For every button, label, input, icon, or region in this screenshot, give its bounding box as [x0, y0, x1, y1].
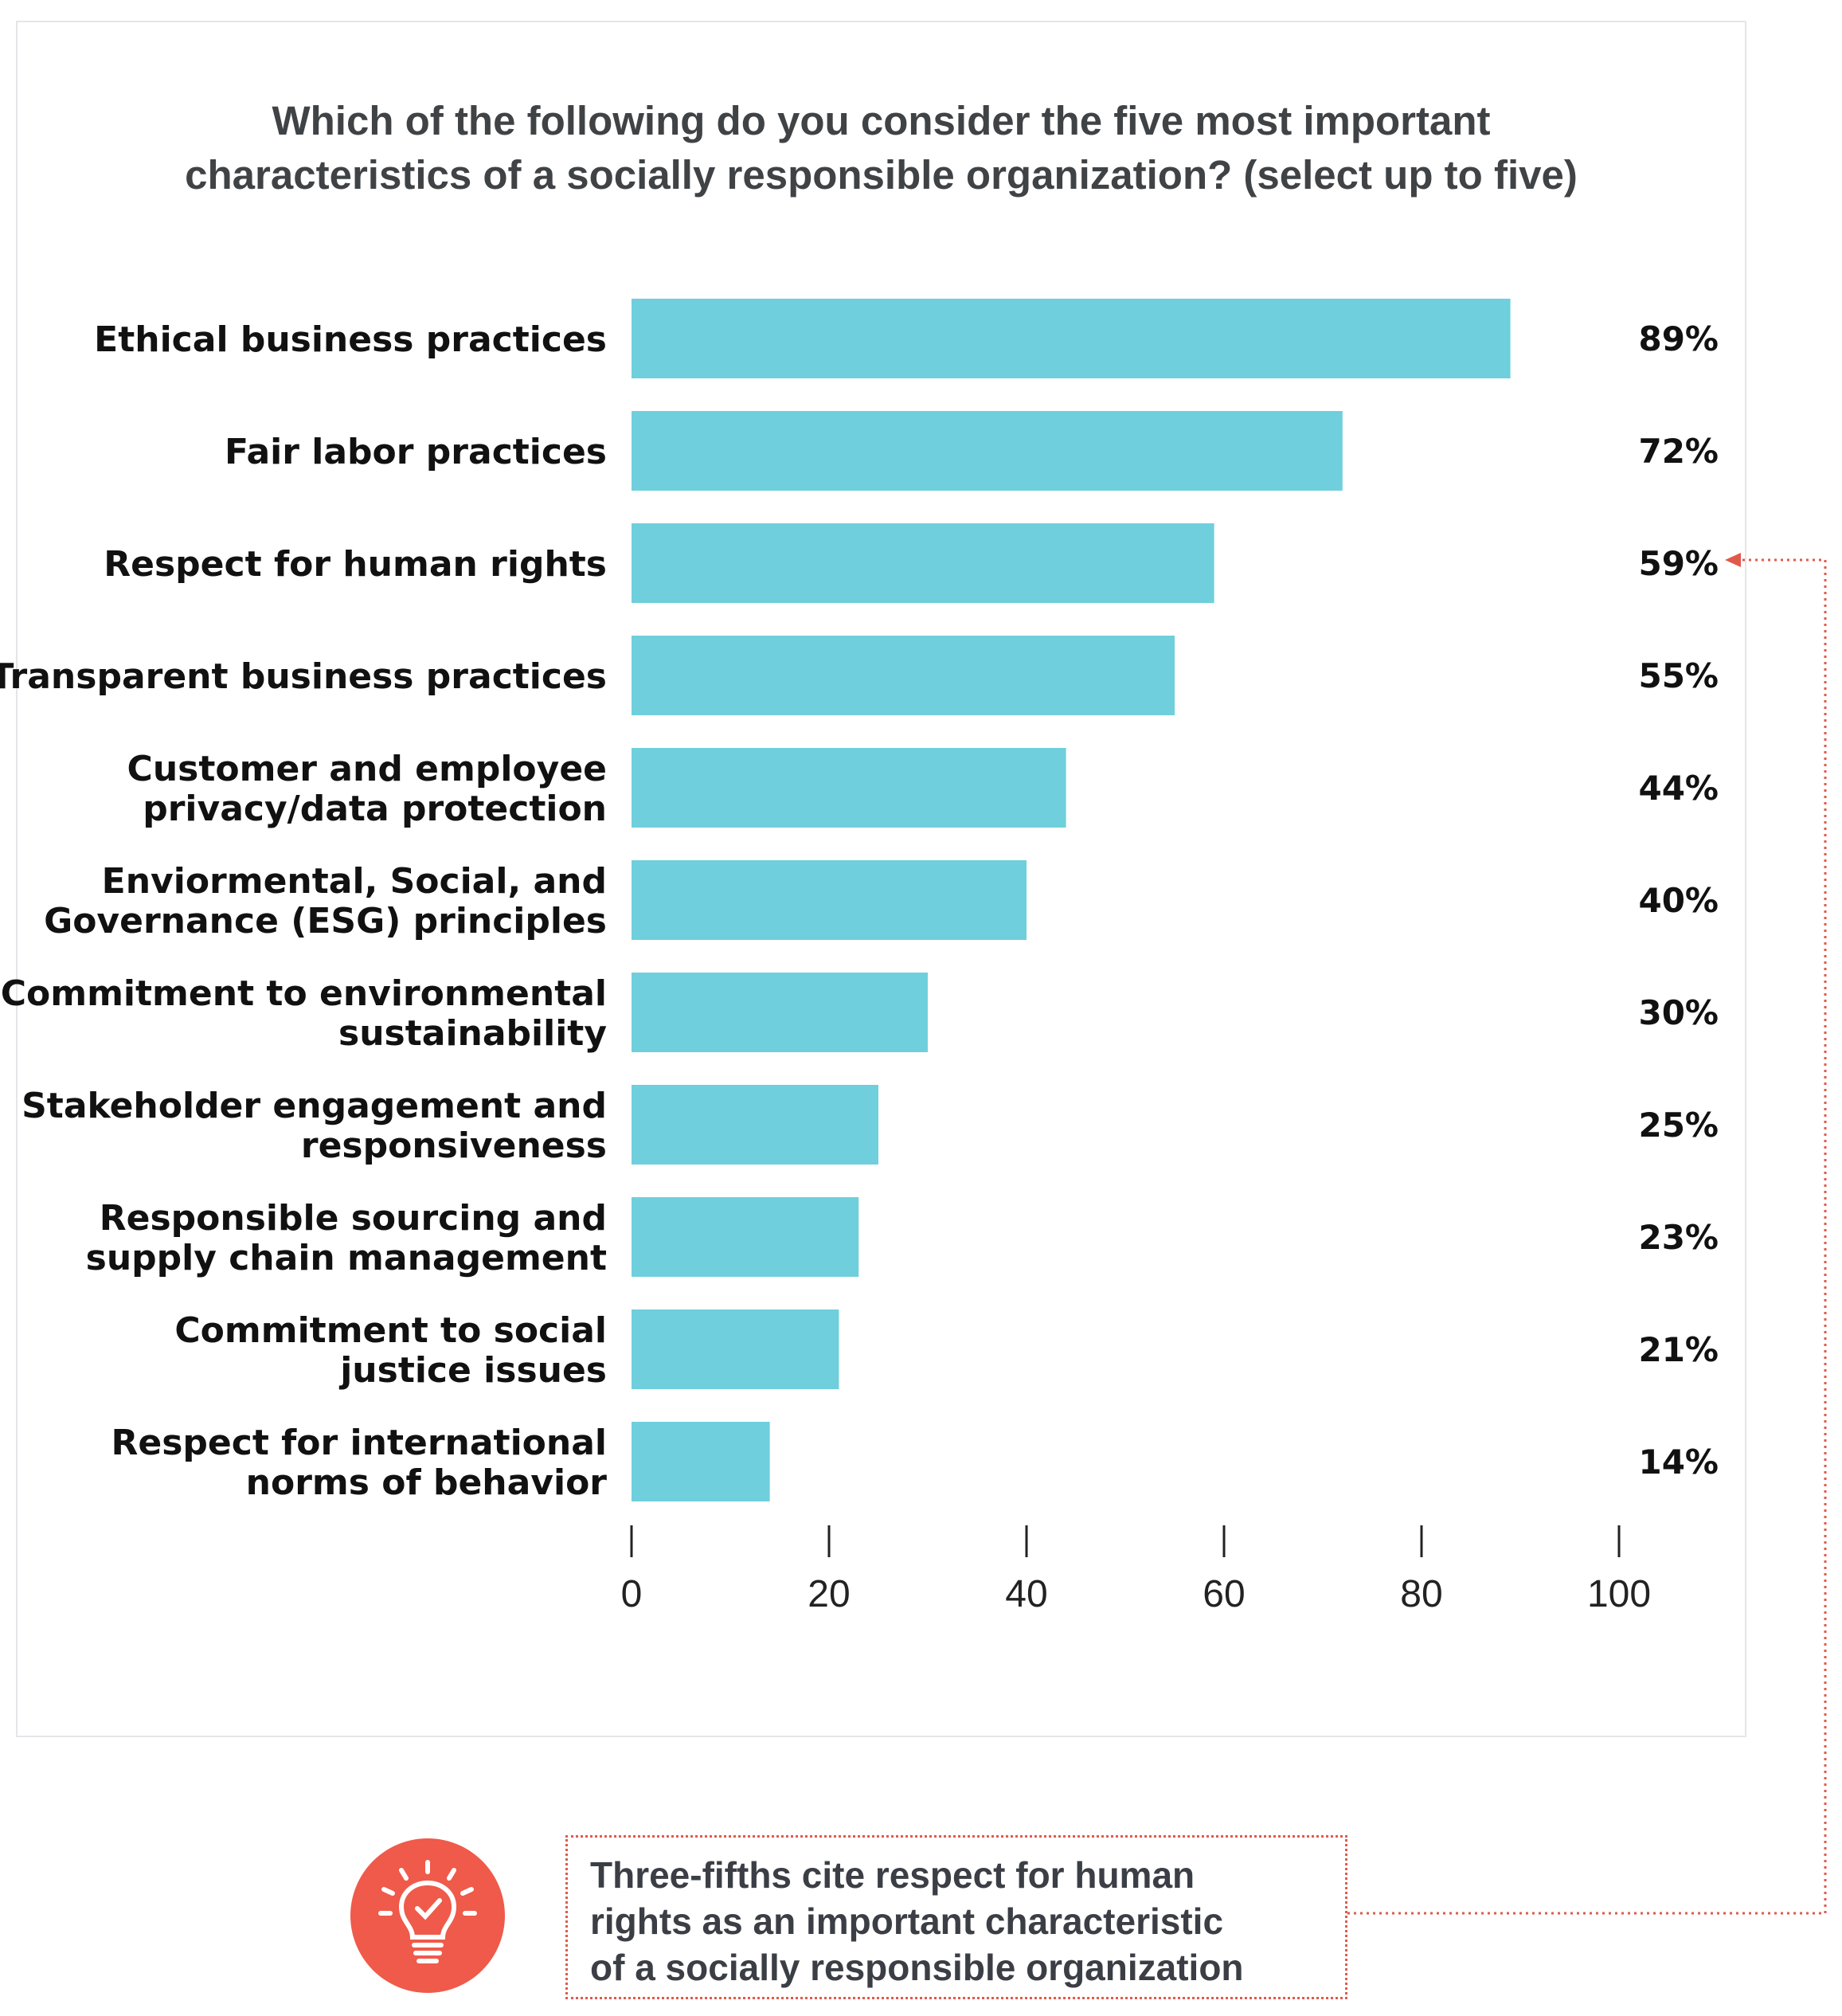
value-label-2: 59%: [1638, 544, 1719, 583]
bar-4: [632, 748, 1066, 828]
value-label-0: 89%: [1638, 319, 1719, 358]
category-label-10-line-0: Respect for international: [111, 1423, 607, 1463]
callout-line-1: Three-fifths cite respect for human: [590, 1854, 1195, 1896]
bar-3: [632, 636, 1175, 715]
chart-title-line-2: characteristics of a socially responsibl…: [185, 152, 1578, 198]
category-label-10-line-1: norms of behavior: [246, 1462, 608, 1503]
x-tick-label-2: 40: [1005, 1573, 1047, 1615]
category-label-7-line-0: Stakeholder engagement and: [22, 1086, 607, 1126]
value-label-6: 30%: [1638, 993, 1719, 1032]
lightbulb-check-icon: [349, 1837, 506, 1994]
category-label-9-line-1: justice issues: [338, 1350, 607, 1391]
value-label-4: 44%: [1638, 769, 1719, 808]
category-label-1: Fair labor practices: [225, 432, 607, 472]
chart-title-line-1: Which of the following do you consider t…: [272, 98, 1491, 143]
callout-box: Three-fifths cite respect for human righ…: [565, 1835, 1347, 1999]
category-label-8-line-1: supply chain management: [86, 1238, 607, 1278]
category-label-6-line-0: Commitment to environmental: [1, 973, 607, 1014]
value-label-1: 72%: [1638, 432, 1719, 471]
category-label-3: Transparent business practices: [0, 656, 607, 697]
bar-1: [632, 411, 1343, 491]
value-label-9: 21%: [1638, 1330, 1719, 1369]
x-tick-label-3: 60: [1203, 1573, 1245, 1615]
x-tick-label-0: 0: [621, 1573, 643, 1615]
category-label-7-line-1: responsiveness: [301, 1125, 607, 1166]
category-label-2: Respect for human rights: [104, 544, 607, 585]
category-label-5-line-0: Enviormental, Social, and: [102, 861, 607, 902]
bar-6: [632, 973, 928, 1052]
category-label-8-line-0: Responsible sourcing and: [100, 1198, 607, 1239]
bar-2: [632, 523, 1214, 603]
callout-line-2: rights as an important characteristic: [590, 1901, 1224, 1942]
x-tick-label-4: 80: [1400, 1573, 1442, 1615]
bar-10: [632, 1422, 770, 1501]
bar-9: [632, 1309, 839, 1389]
category-label-5-line-1: Governance (ESG) principles: [44, 901, 607, 941]
category-label-4-line-0: Customer and employee: [127, 749, 607, 789]
chart-title: Which of the following do you consider t…: [16, 94, 1746, 202]
x-tick-label-5: 100: [1587, 1573, 1651, 1615]
value-label-5: 40%: [1638, 881, 1719, 920]
bar-7: [632, 1085, 878, 1165]
value-label-3: 55%: [1638, 656, 1719, 695]
callout-line-3: of a socially responsible organization: [590, 1947, 1244, 1988]
category-label-6-line-1: sustainability: [338, 1013, 607, 1054]
bar-0: [632, 299, 1511, 378]
value-label-8: 23%: [1638, 1218, 1719, 1257]
category-label-9-line-0: Commitment to social: [174, 1310, 607, 1351]
x-tick-label-1: 20: [808, 1573, 850, 1615]
value-label-7: 25%: [1638, 1106, 1719, 1145]
category-label-0: Ethical business practices: [94, 319, 607, 360]
value-label-10: 14%: [1638, 1443, 1719, 1482]
bar-5: [632, 860, 1027, 940]
category-label-4-line-1: privacy/data protection: [143, 789, 607, 829]
callout-text: Three-fifths cite respect for human righ…: [590, 1852, 1307, 1991]
bar-8: [632, 1197, 859, 1277]
